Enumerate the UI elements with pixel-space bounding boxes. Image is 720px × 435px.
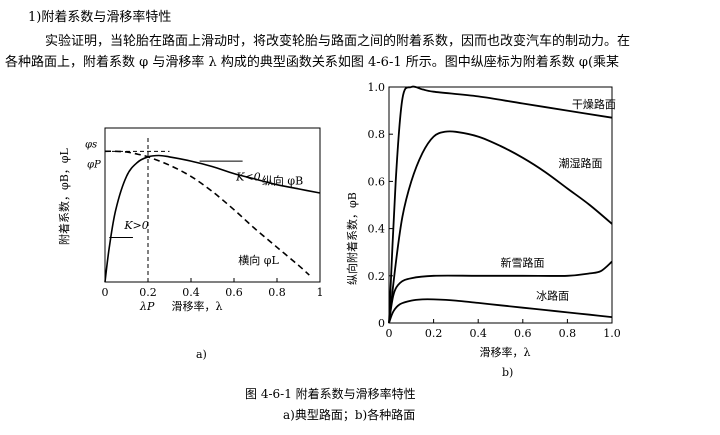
panel-b-series-ice xyxy=(388,298,613,324)
panel-b-y-axis-label: 纵向附着系数，φB xyxy=(345,192,359,285)
panel-a-label: a) xyxy=(196,348,207,361)
panel-b-y-tick-label: 1.0 xyxy=(368,81,386,94)
panel-b-y-tick-label: 0.8 xyxy=(368,128,386,141)
panel-a-series-label-lateral: 横向 φL xyxy=(238,253,279,267)
figure-subcaption: a)典型路面；b)各种路面 xyxy=(283,408,416,422)
panel-b-series-label-ice: 冰路面 xyxy=(536,289,569,302)
panel-a-y-axis-label: 附着系数，φB，φL xyxy=(57,148,71,245)
panel-b-series-label-dry: 干燥路面 xyxy=(572,98,616,111)
panel-b-x-tick-label: 0.4 xyxy=(469,327,487,340)
panel-a-series-label-longitudinal: 纵向 φB xyxy=(262,174,303,188)
panel-b-y-tick-label: 0.4 xyxy=(368,223,386,236)
panel-b-series-snow xyxy=(388,260,613,324)
panel-b-y-tick-label: 0.6 xyxy=(368,175,386,188)
panel-b-series-label-wet: 潮湿路面 xyxy=(558,156,602,170)
panel-b-x-tick-label: 0.6 xyxy=(514,327,532,340)
paragraph-line-1: 实验证明，当轮胎在路面上滑动时，将改变轮胎与路面之间的附着系数，因而也改变汽车的… xyxy=(45,34,631,49)
panel-a-series-longitudinal xyxy=(104,154,321,283)
panel-a-x-tick-label: 1 xyxy=(317,286,324,299)
panel-a-x-tick-label: 0.6 xyxy=(225,286,243,299)
panel-b-y-tick-label: 0.2 xyxy=(368,270,386,283)
panel-a-x-axis-label: 滑移率，λ xyxy=(172,299,223,313)
panel-b-x-tick-label: 0.2 xyxy=(425,327,443,340)
panel-a-series-lateral xyxy=(104,150,310,276)
panel-b-series-wet xyxy=(388,130,613,324)
panel-a-x-tick-label: 0.4 xyxy=(182,286,200,299)
panel-a-frame xyxy=(104,127,321,283)
panel-a-x-tick-label: 0 xyxy=(102,286,109,299)
section-heading: 1)附着系数与滑移率特性 xyxy=(28,10,172,25)
panel-a-phis-label: φs xyxy=(85,139,97,150)
panel-a-annotation-k-pos: K>0 xyxy=(123,219,148,232)
panel-b-label: b) xyxy=(502,366,513,379)
panel-a-annotation-k-neg: K<0 xyxy=(235,171,260,184)
panel-b-frame xyxy=(388,86,613,324)
panel-b-x-tick-label: 0.8 xyxy=(559,327,577,340)
panel-a-x-tick-label: 0.2 xyxy=(139,286,157,299)
panel-b-y-tick-label: 0 xyxy=(378,317,385,330)
figure-caption: 图 4-6-1 附着系数与滑移率特性 xyxy=(245,387,416,401)
panel-a-phiP-label: φP xyxy=(87,160,101,171)
panel-b-series-dry xyxy=(388,85,613,324)
panel-a-x-tick-label: 0.8 xyxy=(268,286,286,299)
panel-a-lambdaP-label: λP xyxy=(139,300,155,313)
panel-b-series-label-snow: 新雪路面 xyxy=(501,255,545,269)
panel-b-x-tick-label: 0 xyxy=(386,327,393,340)
panel-b-x-tick-label: 1.0 xyxy=(603,327,621,340)
panel-b-x-axis-label: 滑移率，λ xyxy=(480,345,531,359)
paragraph-line-2: 各种路面上，附着系数 φ 与滑移率 λ 构成的典型函数关系如图 4-6-1 所示… xyxy=(5,55,620,70)
